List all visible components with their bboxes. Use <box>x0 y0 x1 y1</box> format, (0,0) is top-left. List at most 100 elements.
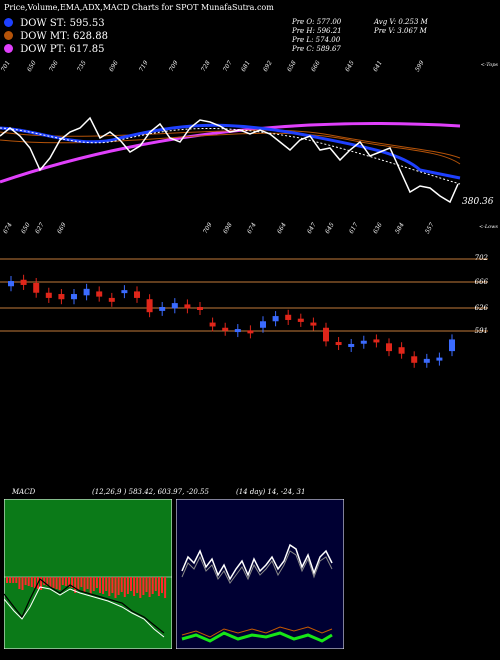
candle-body <box>222 327 229 331</box>
mid-tick-label: 669 <box>55 221 68 235</box>
macd-histogram-bar <box>71 577 74 588</box>
macd-histogram-bar <box>99 577 101 593</box>
macd-histogram-bar <box>130 577 132 591</box>
mid-tick-label: 636 <box>371 221 384 235</box>
macd-histogram-bar <box>27 577 30 586</box>
macd-histogram-bar <box>123 577 126 597</box>
macd-histogram-bar <box>68 577 70 587</box>
candle-body <box>423 358 430 363</box>
legend-dow-pt: DOW PT: 617.85 <box>4 44 104 55</box>
candle-body <box>134 291 140 298</box>
ema-mt2-line <box>0 129 461 159</box>
signal-line <box>4 586 165 638</box>
macd-histogram-bar <box>102 577 105 594</box>
legend-swatch-mt <box>4 31 13 40</box>
macd-histogram-bar <box>33 577 36 588</box>
candle-panel <box>0 258 488 368</box>
candle-body <box>8 281 14 287</box>
info-low: Pre L: 574.00 <box>292 36 341 44</box>
adx-trend-line <box>181 631 333 643</box>
candle-body <box>184 304 191 309</box>
tops-label: <-Tops <box>480 62 498 68</box>
chart-title: Price,Volume,EMA,ADX,MACD Charts for SPO… <box>4 3 274 12</box>
candle-body <box>96 291 103 297</box>
legend-dow-mt: DOW MT: 628.88 <box>4 31 108 42</box>
adx-di-line <box>181 626 333 638</box>
candle-body <box>260 321 266 328</box>
candle-body <box>373 339 380 343</box>
adx-panel <box>176 499 344 649</box>
macd-histogram-bar <box>154 577 157 591</box>
price-line <box>0 116 459 204</box>
macd-histogram-bar <box>161 577 163 593</box>
candle-body <box>386 343 392 352</box>
candle-body <box>108 297 115 302</box>
macd-histogram-bar <box>61 577 64 585</box>
candle-body <box>323 327 329 342</box>
adx-params: (14 day) 14, -24, 31 <box>236 488 306 496</box>
mid-tick-label: 698 <box>221 221 234 235</box>
candle-body <box>121 290 128 294</box>
macd-histogram-bar <box>9 577 12 583</box>
macd-histogram-bar <box>142 577 145 595</box>
mid-tick-label: 664 <box>275 221 288 235</box>
macd-histogram-bar <box>18 577 21 589</box>
candle-body <box>297 318 304 322</box>
candle-body <box>335 342 342 346</box>
macd-histogram-bar <box>139 577 142 598</box>
candle-body <box>83 288 90 296</box>
candle-body <box>159 307 166 311</box>
mid-tick-label: 674 <box>1 221 14 235</box>
macd-histogram-bar <box>24 577 27 585</box>
macd-histogram-bar <box>120 577 123 592</box>
macd-histogram-bar <box>151 577 154 594</box>
macd-histogram-bar <box>133 577 136 596</box>
macd-histogram-bar <box>40 577 43 590</box>
macd-histogram-bar <box>86 577 89 589</box>
candle-body <box>209 322 216 327</box>
candle-body <box>398 347 405 354</box>
legend-label-mt: DOW MT: 628.88 <box>20 31 108 42</box>
candle-body <box>171 303 178 309</box>
candle-body <box>348 343 355 347</box>
macd-histogram-bar <box>30 577 33 587</box>
macd-histogram-bar <box>55 577 58 589</box>
mid-tick-label: 617 <box>347 221 360 235</box>
macd-histogram-bar <box>64 577 67 586</box>
candle-body <box>360 340 367 344</box>
macd-histogram-bar <box>46 577 49 586</box>
legend-label-pt: DOW PT: 617.85 <box>20 44 105 55</box>
candle-body <box>285 314 292 320</box>
level-label-666: 666 <box>474 278 488 286</box>
legend-swatch-st <box>4 18 13 27</box>
macd-histogram-bar <box>83 577 86 592</box>
candle-body <box>272 316 279 322</box>
candle-body <box>71 294 77 300</box>
macd-panel <box>4 499 172 649</box>
macd-histogram-bar <box>105 577 108 591</box>
macd-histogram-bar <box>117 577 120 595</box>
legend-dow-st: DOW ST: 595.53 <box>4 18 105 29</box>
macd-histogram-bar <box>157 577 160 596</box>
adx-minus-line <box>181 550 333 584</box>
legend-swatch-pt <box>4 44 13 53</box>
last-price-label: 380.36 <box>462 197 494 207</box>
level-label-626: 626 <box>474 304 488 312</box>
level-label-702: 702 <box>474 254 488 262</box>
macd-histogram-bar <box>92 577 95 591</box>
macd-histogram-bar <box>95 577 98 588</box>
macd-histogram-bar <box>58 577 61 590</box>
macd-histogram-bar <box>21 577 24 590</box>
candle-body <box>45 292 52 298</box>
macd-histogram-bar <box>77 577 80 590</box>
macd-histogram-bar <box>6 577 8 583</box>
macd-histogram-bar <box>74 577 77 593</box>
info-high: Pre H: 596.21 <box>292 27 342 35</box>
mid-tick-label: 557 <box>423 221 436 235</box>
macd-histogram-bar <box>43 577 46 585</box>
info-close: Pre C: 589.67 <box>292 45 341 53</box>
macd-histogram-bar <box>15 577 18 583</box>
macd-histogram-bar <box>12 577 15 583</box>
macd-histogram-bar <box>164 577 167 598</box>
mid-tick-label: 584 <box>393 221 406 235</box>
